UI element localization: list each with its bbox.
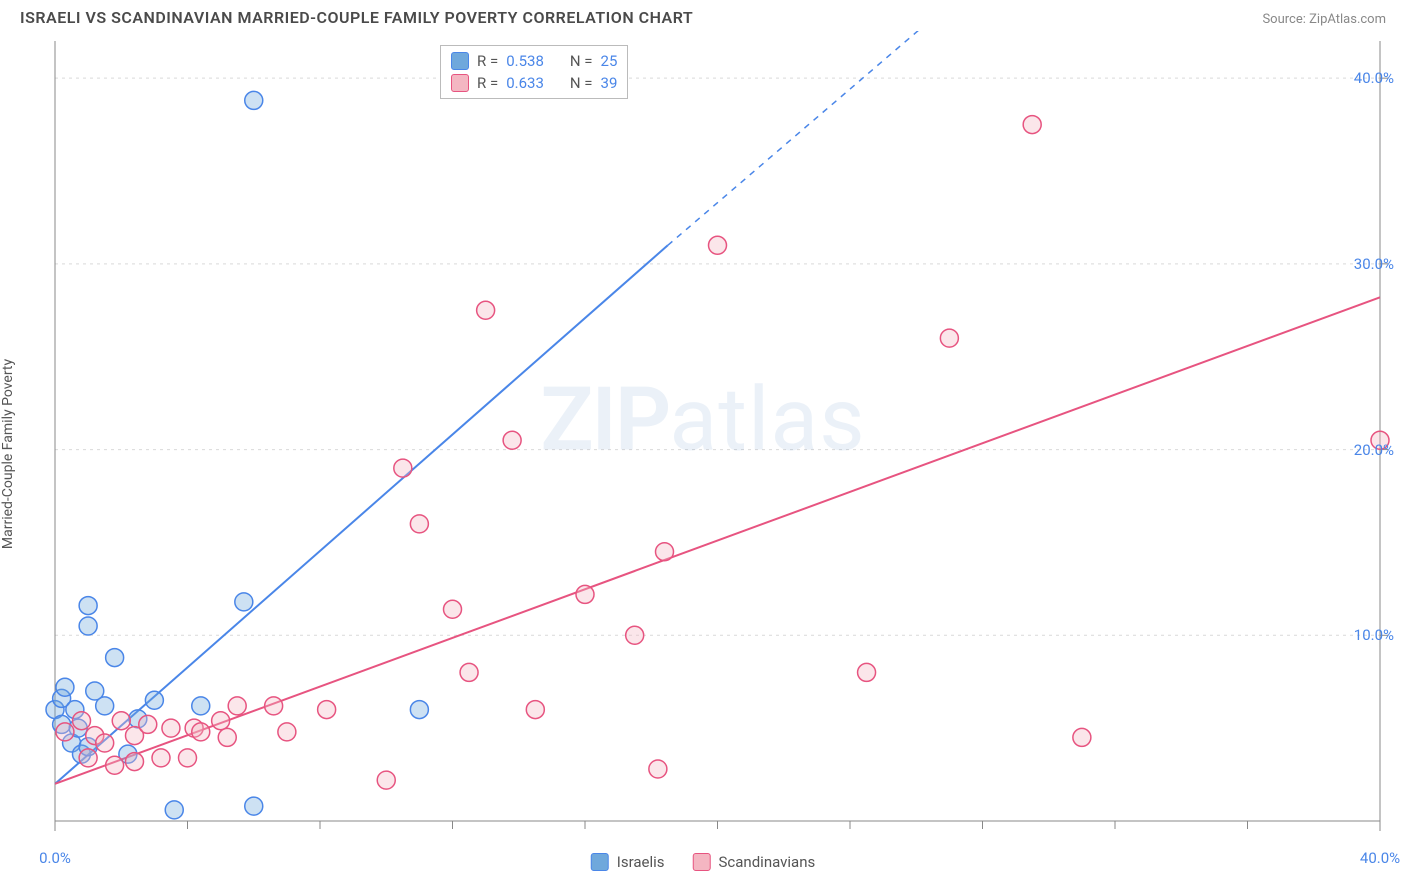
legend-n-value: 39 — [601, 72, 618, 94]
y-tick-label: 10.0% — [1354, 626, 1394, 644]
legend-item: Israelis — [591, 853, 665, 871]
legend-r-label: R = — [477, 72, 498, 94]
header: ISRAELI VS SCANDINAVIAN MARRIED-COUPLE F… — [0, 0, 1406, 31]
y-tick-label: 40.0% — [1354, 69, 1394, 87]
legend-row: R = 0.633 N = 39 — [451, 72, 617, 94]
legend-series-name: Scandinavians — [719, 853, 816, 871]
legend-swatch — [693, 853, 711, 871]
legend-n-label: N = — [570, 50, 593, 72]
legend-r-value: 0.538 — [506, 50, 544, 72]
legend-swatch — [451, 52, 469, 70]
scatter-plot — [0, 31, 1406, 877]
y-axis-label: Married-Couple Family Poverty — [0, 359, 16, 549]
y-tick-label: 30.0% — [1354, 255, 1394, 273]
source: Source: ZipAtlas.com — [1262, 12, 1386, 27]
chart-area: Married-Couple Family Poverty ZIPatlas R… — [0, 31, 1406, 877]
source-label: Source: — [1262, 12, 1305, 27]
y-tick-label: 20.0% — [1354, 441, 1394, 459]
legend-r-value: 0.633 — [506, 72, 544, 94]
legend-swatch — [591, 853, 609, 871]
legend-r-label: R = — [477, 50, 498, 72]
source-name: ZipAtlas.com — [1309, 12, 1386, 27]
x-tick-label: 40.0% — [1360, 849, 1400, 867]
legend-n-value: 25 — [601, 50, 618, 72]
legend-swatch — [451, 74, 469, 92]
correlation-legend: R = 0.538 N = 25 R = 0.633 N = 39 — [440, 45, 628, 99]
series-legend: Israelis Scandinavians — [591, 853, 816, 871]
chart-title: ISRAELI VS SCANDINAVIAN MARRIED-COUPLE F… — [20, 8, 693, 27]
legend-series-name: Israelis — [617, 853, 665, 871]
legend-item: Scandinavians — [693, 853, 816, 871]
legend-row: R = 0.538 N = 25 — [451, 50, 617, 72]
legend-n-label: N = — [570, 72, 593, 94]
x-tick-label: 0.0% — [39, 849, 71, 867]
